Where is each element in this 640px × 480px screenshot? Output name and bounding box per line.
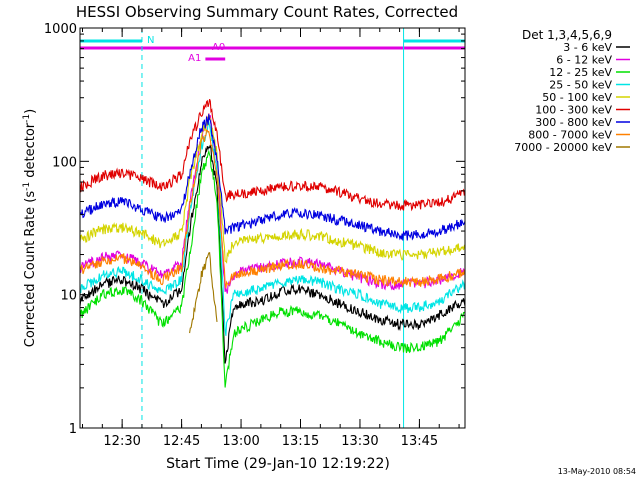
- footer-date: 13-May-2010 08:54: [558, 467, 636, 476]
- series-line: [79, 114, 466, 241]
- legend-label: 100 - 300 keV: [535, 104, 612, 117]
- series-line: [79, 99, 466, 212]
- legend-label: 7000 - 20000 keV: [514, 141, 612, 154]
- chart-title: HESSI Observing Summary Count Rates, Cor…: [76, 3, 458, 21]
- series-line: [79, 144, 466, 364]
- y-tick-label: 100: [52, 155, 77, 170]
- y-tick-label: 10: [60, 289, 77, 304]
- y-axis: 1 10 100 1000: [44, 22, 465, 437]
- flag-label: A1: [188, 53, 201, 64]
- y-axis-label: Corrected Count Rate (s-1 detector-1): [22, 109, 38, 347]
- flag-bars: N A0 A1: [80, 35, 465, 64]
- y-axis-label-main: Corrected Count Rate (s: [23, 191, 38, 348]
- y-axis-label-mid: detector: [23, 122, 38, 182]
- y-axis-label-sup1: -1: [22, 182, 32, 191]
- y-axis-label-end: ): [23, 109, 38, 114]
- x-tick-label: 13:30: [341, 434, 378, 449]
- y-tick-label: 1: [69, 422, 77, 437]
- x-tick-label: 13:45: [401, 434, 438, 449]
- x-tick-label: 13:00: [222, 434, 259, 449]
- series-line: [79, 113, 466, 294]
- legend-label: 25 - 50 keV: [549, 79, 612, 92]
- legend-title: Det 1,3,4,5,6,9: [522, 28, 612, 42]
- x-tick-label: 12:45: [163, 434, 200, 449]
- series-line: [79, 120, 466, 336]
- x-axis-label: Start Time (29-Jan-10 12:19:22): [166, 456, 390, 472]
- series-lines: [79, 99, 466, 388]
- flag-label: A0: [212, 42, 225, 53]
- legend-label: 3 - 6 keV: [563, 41, 612, 54]
- series-line: [79, 129, 466, 289]
- legend-label: 12 - 25 keV: [549, 66, 612, 79]
- flag-label: N: [147, 35, 154, 46]
- y-tick-label: 1000: [44, 22, 77, 37]
- plot-frame: [79, 27, 466, 429]
- series-line: [79, 149, 466, 388]
- x-axis: 12:30 12:45 13:00 13:15 13:30 13:45: [82, 28, 460, 449]
- legend-label: 50 - 100 keV: [542, 91, 612, 104]
- series-line: [189, 252, 218, 334]
- x-tick-label: 13:15: [282, 434, 319, 449]
- y-axis-label-sup2: -1: [22, 114, 32, 123]
- x-tick-label: 12:30: [103, 434, 140, 449]
- legend-label: 300 - 800 keV: [535, 116, 612, 129]
- legend-label: 800 - 7000 keV: [528, 129, 612, 142]
- series-line: [79, 113, 466, 264]
- legend-label: 6 - 12 keV: [556, 54, 612, 67]
